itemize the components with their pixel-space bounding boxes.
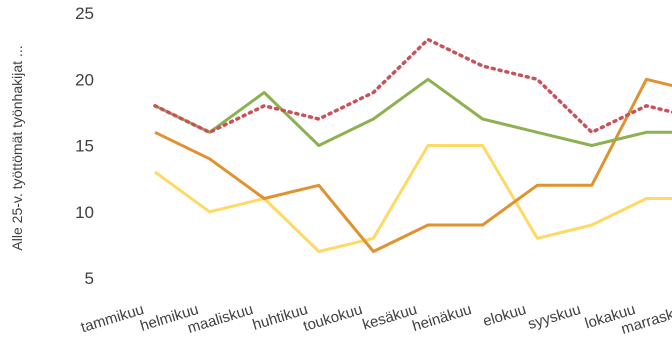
x-tick-label: huhtikuu	[251, 301, 310, 334]
x-tick-label: kesäkuu	[361, 301, 419, 334]
series-line-3	[154, 77, 672, 147]
y-axis-ticks: 5 10 15 20 25	[75, 4, 94, 288]
y-tick-label: 20	[75, 70, 94, 89]
x-tick-label: elokuu	[481, 301, 528, 330]
y-axis-title-group: Alle 25-v. työttömät työnhakijat ...	[9, 45, 25, 250]
series-line-1	[154, 144, 672, 253]
x-tick-label: tammikuu	[79, 301, 146, 336]
series-line-4	[153, 37, 672, 135]
y-axis-title: Alle 25-v. työttömät työnhakijat ...	[9, 45, 25, 250]
x-axis-labels: tammikuuhelmikuumaaliskuuhuhtikuutoukoku…	[79, 301, 672, 338]
y-tick-label: 25	[75, 4, 94, 23]
series-line-2	[154, 77, 672, 253]
y-tick-label: 10	[75, 203, 94, 222]
x-tick-label: toukokuu	[301, 301, 364, 335]
x-tick-label: syyskuu	[526, 301, 583, 333]
series-layer	[153, 37, 672, 253]
x-tick-label: heinäkuu	[410, 301, 473, 335]
y-tick-label: 15	[75, 137, 94, 156]
y-tick-label: 5	[85, 269, 94, 288]
